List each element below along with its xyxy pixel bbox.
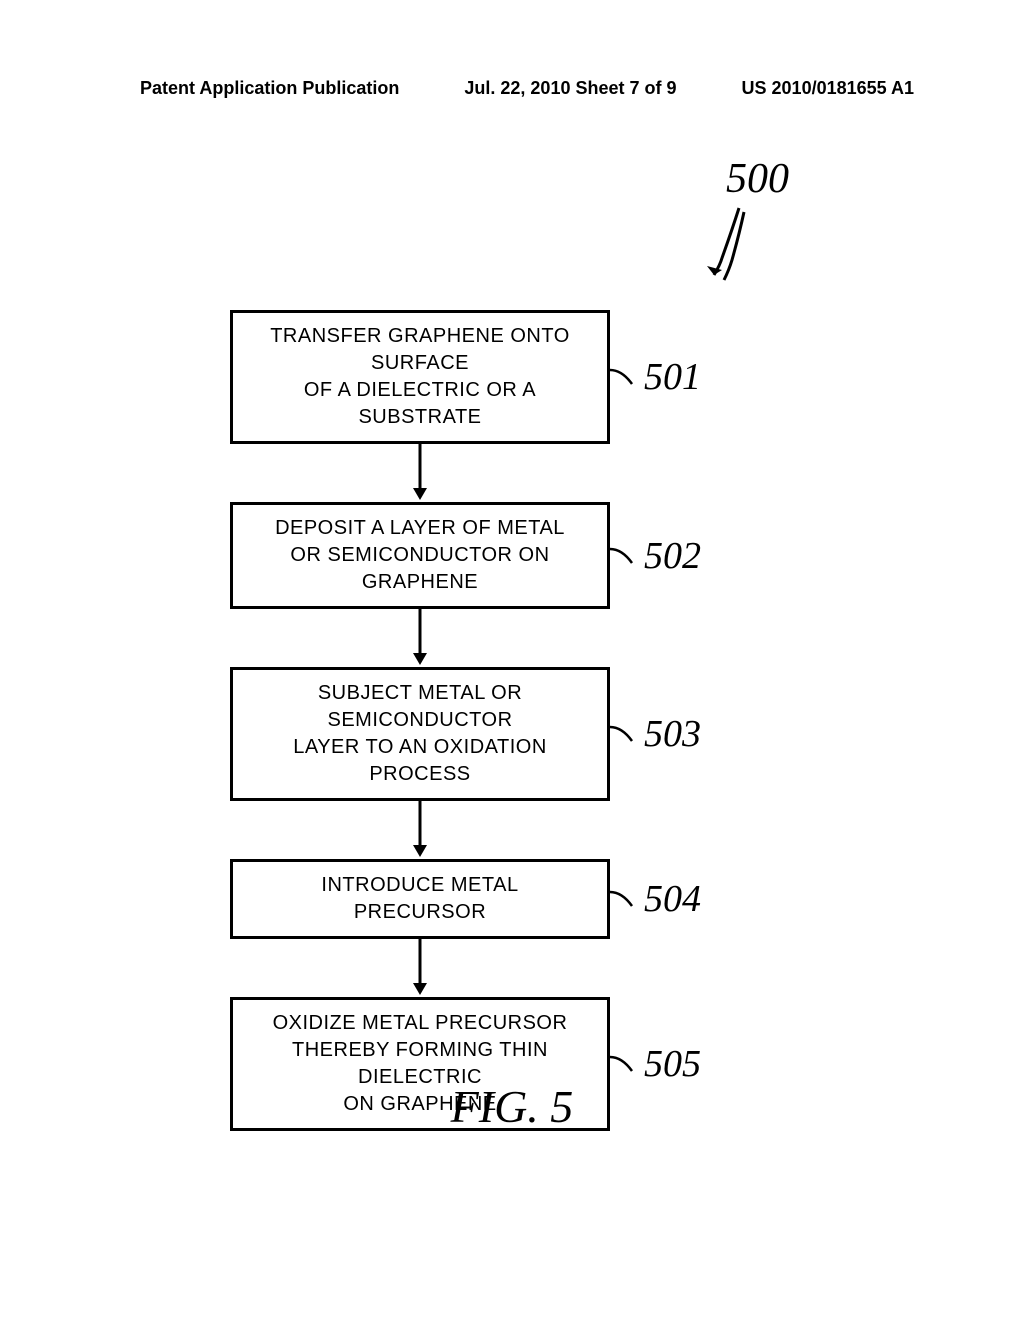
arrow-down-icon	[410, 939, 430, 997]
flow-row: INTRODUCE METAL PRECURSOR 504	[230, 859, 790, 939]
label-connector: 501	[610, 355, 701, 399]
arrow-down-icon	[410, 801, 430, 859]
connector-curve-icon	[610, 719, 640, 749]
flow-step-503: SUBJECT METAL OR SEMICONDUCTOR LAYER TO …	[230, 667, 610, 801]
figure-caption: FIG. 5	[0, 1080, 1024, 1133]
step-text-line: OXIDIZE METAL PRECURSOR	[245, 1010, 595, 1037]
flow-arrow-down	[230, 801, 610, 859]
step-text-line: SUBJECT METAL OR SEMICONDUCTOR	[245, 680, 595, 734]
figure-reference-number: 500	[726, 155, 789, 203]
label-connector: 502	[610, 534, 701, 578]
step-label: 503	[644, 712, 701, 756]
header-center-text: Jul. 22, 2010 Sheet 7 of 9	[464, 78, 676, 99]
step-text-line: TRANSFER GRAPHENE ONTO SURFACE	[245, 323, 595, 377]
flow-step-501: TRANSFER GRAPHENE ONTO SURFACE OF A DIEL…	[230, 310, 610, 444]
arrow-down-icon	[410, 444, 430, 502]
flow-step-504: INTRODUCE METAL PRECURSOR	[230, 859, 610, 939]
step-label: 501	[644, 355, 701, 399]
page-header: Patent Application Publication Jul. 22, …	[0, 78, 1024, 99]
step-text-line: OF A DIELECTRIC OR A SUBSTRATE	[245, 377, 595, 431]
flow-arrow-down	[230, 939, 610, 997]
step-text-line: LAYER TO AN OXIDATION PROCESS	[245, 734, 595, 788]
flow-step-502: DEPOSIT A LAYER OF METAL OR SEMICONDUCTO…	[230, 502, 610, 609]
step-text-line: PRECURSOR	[245, 899, 595, 926]
flowchart-diagram: TRANSFER GRAPHENE ONTO SURFACE OF A DIEL…	[230, 310, 790, 1131]
label-connector: 504	[610, 877, 701, 921]
step-text-line: INTRODUCE METAL	[245, 872, 595, 899]
flow-row: SUBJECT METAL OR SEMICONDUCTOR LAYER TO …	[230, 667, 790, 801]
flow-arrow-down	[230, 444, 610, 502]
flow-row: TRANSFER GRAPHENE ONTO SURFACE OF A DIEL…	[230, 310, 790, 444]
label-connector: 503	[610, 712, 701, 756]
header-right-text: US 2010/0181655 A1	[742, 78, 914, 99]
arrow-down-icon	[410, 609, 430, 667]
step-text-line: DEPOSIT A LAYER OF METAL	[245, 515, 595, 542]
flow-arrow-down	[230, 609, 610, 667]
flow-row: DEPOSIT A LAYER OF METAL OR SEMICONDUCTO…	[230, 502, 790, 609]
step-text-line: OR SEMICONDUCTOR ON GRAPHENE	[245, 542, 595, 596]
header-left-text: Patent Application Publication	[140, 78, 399, 99]
connector-curve-icon	[610, 362, 640, 392]
reference-arrow-icon	[704, 200, 764, 295]
connector-curve-icon	[610, 884, 640, 914]
connector-curve-icon	[610, 541, 640, 571]
step-label: 502	[644, 534, 701, 578]
connector-curve-icon	[610, 1049, 640, 1079]
step-label: 504	[644, 877, 701, 921]
